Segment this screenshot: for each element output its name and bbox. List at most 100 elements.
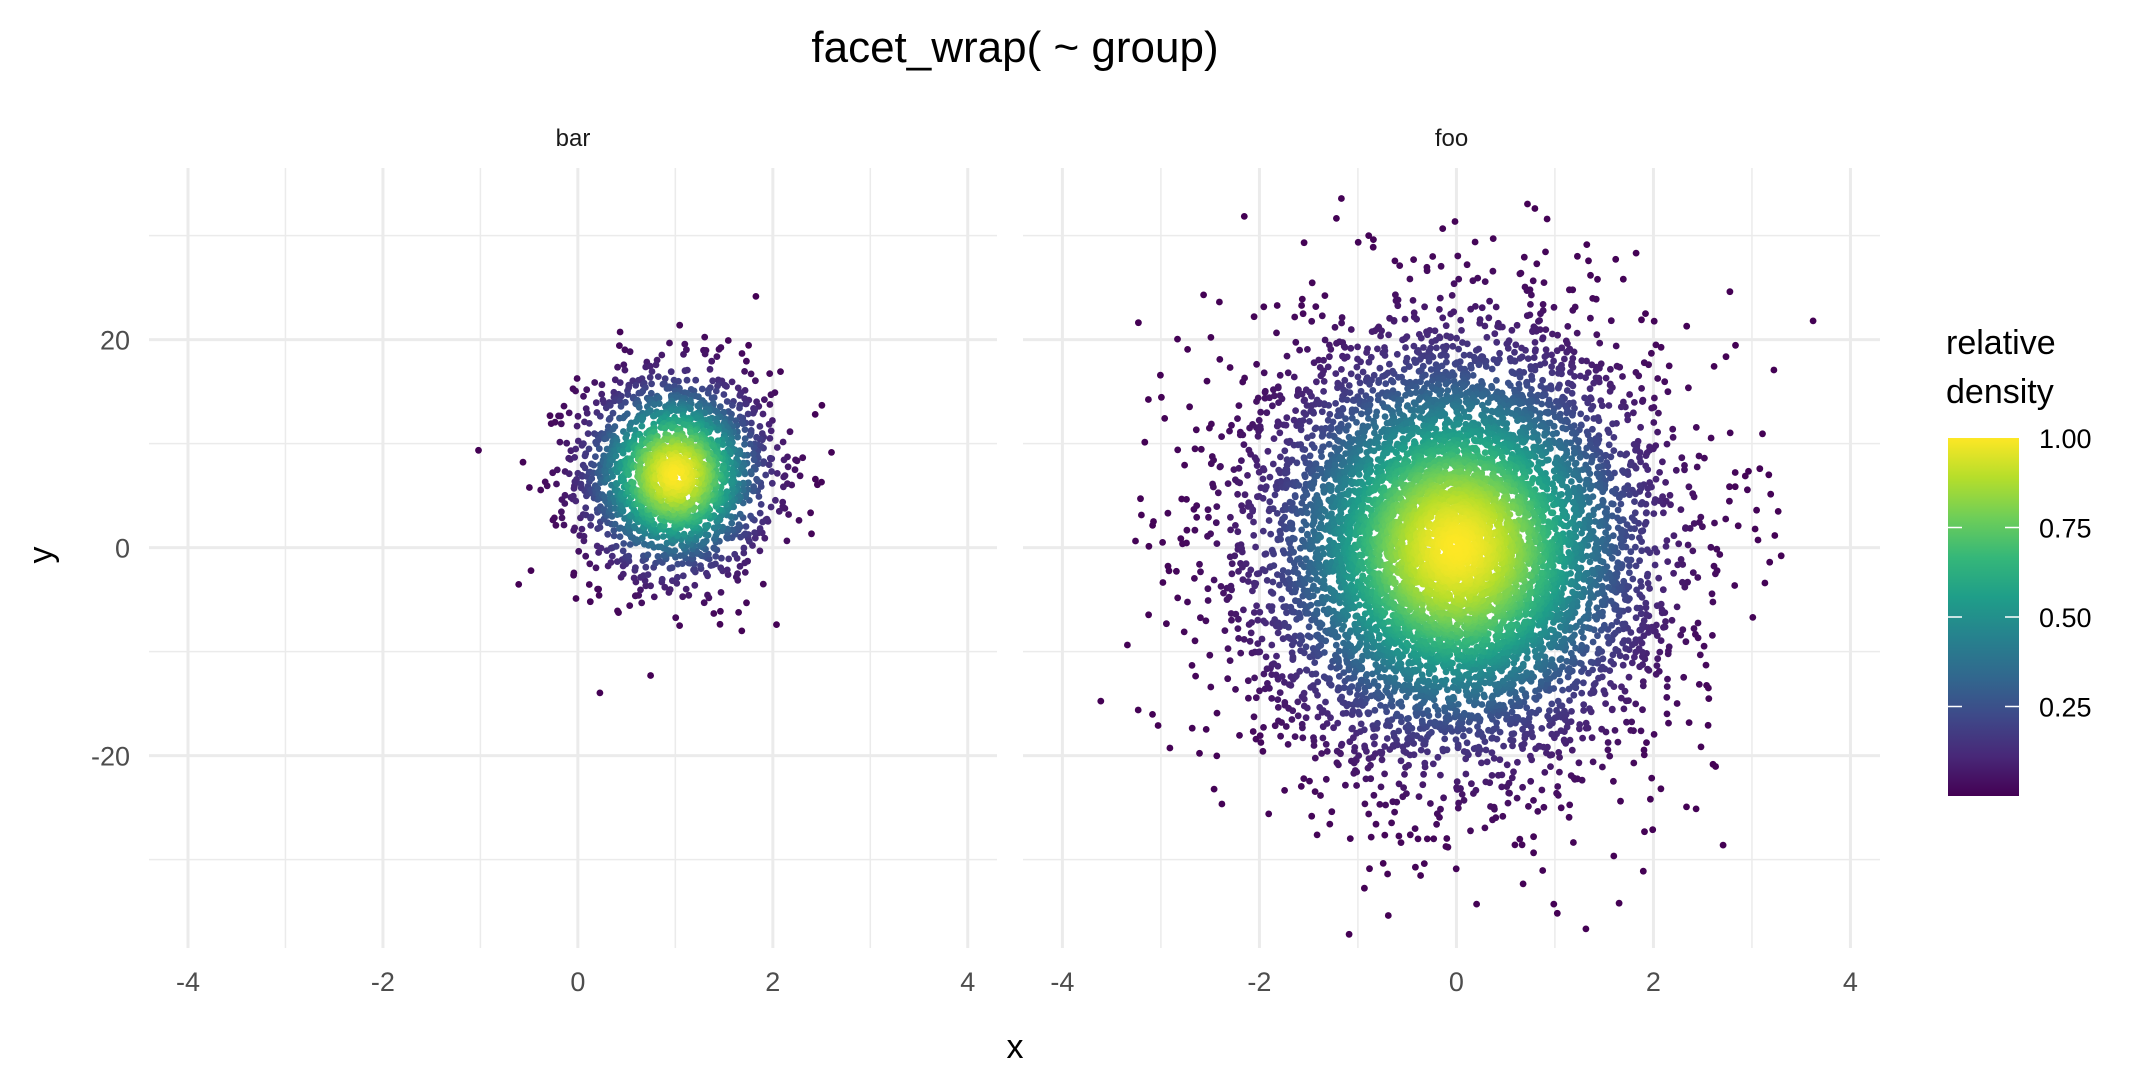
data-point: [614, 607, 621, 615]
data-point: [1565, 665, 1573, 672]
data-point: [1262, 550, 1270, 558]
data-point: [687, 405, 694, 413]
data-point: [1674, 561, 1682, 569]
data-point: [1356, 379, 1364, 387]
data-point: [1386, 360, 1393, 368]
data-point: [1552, 670, 1559, 678]
data-point: [558, 514, 566, 522]
data-point: [818, 401, 826, 409]
data-point: [1507, 736, 1514, 744]
data-point: [1345, 930, 1353, 938]
data-point: [1646, 479, 1654, 486]
data-point: [1276, 429, 1284, 437]
data-point: [1369, 243, 1377, 251]
data-point: [1608, 500, 1616, 508]
data-point: [1244, 578, 1252, 585]
data-point: [741, 569, 749, 576]
data-point: [1585, 601, 1592, 609]
data-point: [1282, 723, 1290, 730]
data-point: [1614, 506, 1622, 514]
data-point: [1273, 302, 1281, 309]
data-point: [1310, 409, 1317, 417]
data-point: [650, 593, 658, 601]
data-point: [1332, 641, 1340, 649]
data-point: [1511, 348, 1518, 356]
data-point: [1612, 255, 1620, 263]
data-point: [1395, 832, 1403, 840]
data-point: [1266, 473, 1274, 481]
data-point: [1614, 524, 1622, 532]
data-point: [1296, 667, 1304, 675]
data-point: [598, 381, 606, 389]
data-point: [1311, 659, 1319, 666]
data-point: [728, 519, 736, 527]
data-point: [1478, 759, 1485, 767]
data-point: [728, 477, 735, 485]
data-point: [1424, 331, 1431, 339]
data-point: [1643, 739, 1650, 746]
data-point: [1289, 707, 1297, 715]
data-point: [1580, 707, 1587, 714]
data-point: [1361, 800, 1369, 808]
data-point: [659, 533, 667, 540]
data-point: [1455, 345, 1462, 353]
data-point: [717, 589, 725, 596]
data-point: [1312, 570, 1320, 577]
data-point: [1654, 428, 1661, 436]
data-point: [1639, 867, 1647, 875]
data-point: [1527, 365, 1535, 373]
data-point: [1648, 774, 1656, 782]
data-point: [1534, 808, 1542, 815]
data-point: [1191, 575, 1198, 582]
data-point: [1431, 702, 1439, 710]
data-point: [1606, 381, 1614, 389]
data-point: [1602, 529, 1609, 536]
data-point: [1210, 785, 1218, 793]
data-point: [647, 582, 654, 590]
data-point: [1522, 346, 1529, 354]
data-point: [1207, 334, 1215, 341]
data-point: [1452, 865, 1460, 873]
data-point: [1299, 310, 1307, 318]
data-point: [1589, 295, 1597, 302]
data-point: [1587, 314, 1594, 322]
data-point: [1161, 415, 1169, 422]
data-point: [1493, 338, 1501, 346]
data-point: [704, 591, 711, 599]
data-point: [1539, 301, 1547, 308]
data-point: [1357, 720, 1365, 728]
data-point: [1489, 734, 1497, 742]
data-point: [1277, 453, 1284, 461]
data-point: [1673, 700, 1681, 707]
data-point: [1351, 744, 1359, 751]
data-point: [1397, 698, 1405, 706]
data-point: [1174, 594, 1182, 602]
data-point: [1604, 739, 1612, 746]
data-point: [1273, 510, 1281, 517]
data-point: [1636, 626, 1644, 634]
data-point: [570, 569, 578, 577]
data-point: [596, 412, 604, 420]
data-point: [1358, 664, 1365, 671]
data-point: [1183, 526, 1191, 534]
data-point: [1640, 617, 1648, 624]
data-point: [1409, 297, 1417, 304]
data-point: [742, 523, 750, 530]
data-point: [780, 456, 788, 464]
data-point: [614, 363, 621, 371]
data-point: [1284, 369, 1292, 377]
data-point: [1663, 440, 1671, 448]
data-point: [1403, 790, 1410, 797]
data-point: [1647, 795, 1654, 803]
data-point: [1354, 238, 1362, 246]
data-point: [1347, 326, 1355, 333]
data-point: [1318, 453, 1325, 460]
data-point: [625, 552, 633, 560]
data-point: [1568, 429, 1576, 437]
data-point: [1595, 645, 1603, 653]
data-point: [1138, 511, 1145, 519]
data-point: [1627, 727, 1635, 734]
data-point: [725, 555, 733, 563]
data-point: [626, 348, 634, 356]
